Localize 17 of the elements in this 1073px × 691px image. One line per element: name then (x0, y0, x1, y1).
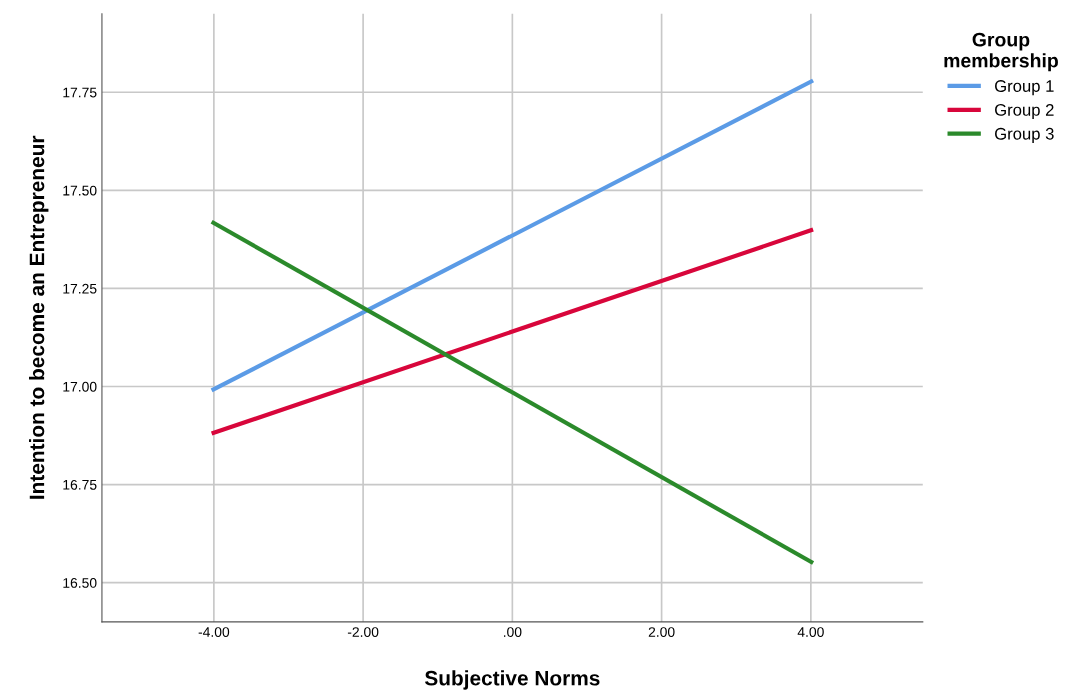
x-tick-label: -4.00 (198, 627, 230, 637)
legend-title: Group membership (944, 32, 1058, 72)
x-tick-label: -2.00 (347, 627, 379, 637)
x-axis-title: Subjective Norms (424, 670, 600, 690)
y-tick-label: 16.75 (63, 479, 97, 490)
legend-label: Group 3 (995, 127, 1054, 143)
x-tick-label: 4.00 (797, 627, 824, 637)
y-tick-label: 17.00 (63, 381, 97, 392)
y-axis-title: Intention to become an Entrepreneur (29, 135, 49, 499)
x-tick-label: 2.00 (648, 627, 675, 637)
y-tick-label: 17.75 (63, 87, 97, 98)
legend-label: Group 2 (995, 103, 1054, 120)
y-tick-label: 17.25 (63, 283, 97, 294)
legend-label: Group 1 (995, 80, 1054, 96)
x-tick-label: .00 (503, 627, 522, 637)
y-tick-label: 16.50 (63, 578, 97, 588)
y-tick-label: 17.50 (63, 185, 97, 196)
